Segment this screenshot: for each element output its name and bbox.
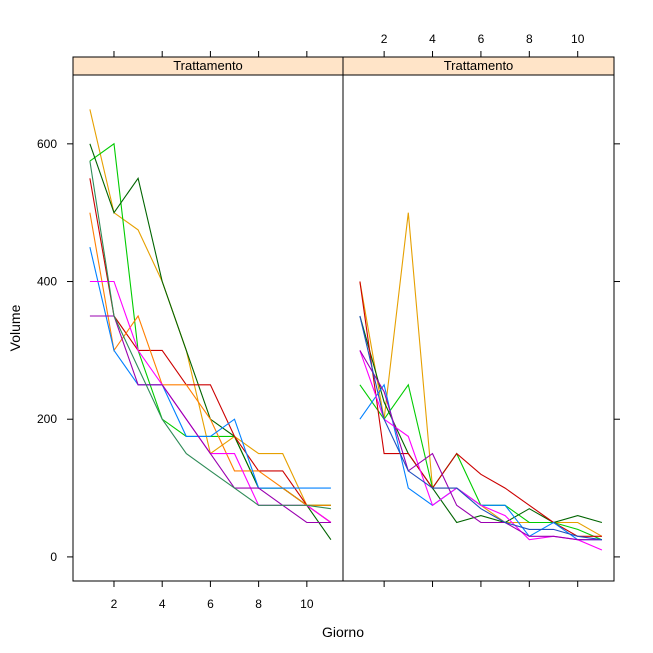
x-tick-label: 8: [255, 597, 262, 611]
series-line-2-7: [359, 350, 602, 541]
y-tick-label: 200: [37, 412, 57, 426]
strip-label-2: Trattamento: [444, 58, 514, 73]
x-tick-label: 2: [111, 597, 118, 611]
x-tick-label: 6: [478, 32, 485, 46]
panel-1: Trattamento 2 4 6 8 10 0 200 400 600: [37, 51, 344, 611]
series-line-1-9: [89, 161, 331, 510]
panel-frame-2: [342, 74, 615, 582]
series-line-1-4: [89, 178, 332, 523]
series-line-2-3: [359, 315, 603, 524]
y-tick-label: 400: [37, 275, 57, 289]
series-line-2-5: [359, 383, 602, 541]
y-tick-label: 0: [50, 550, 57, 564]
x-tick-label: 6: [207, 597, 214, 611]
series-line-2-2: [359, 383, 603, 541]
series-line-1-1: [89, 109, 331, 506]
panels-group: Trattamento 2 4 6 8 10 0 200 400 600 Trattamento 2 4…: [37, 32, 620, 611]
panel-2: Trattamento 2 4 6 8 10: [342, 32, 620, 587]
x-tick-label: 10: [300, 597, 314, 611]
series-line-1-8: [89, 315, 331, 524]
series-line-1-5: [89, 212, 331, 506]
x-tick-label: 4: [159, 597, 166, 611]
series-line-1-2: [89, 142, 331, 506]
series-line-1-7: [89, 280, 332, 523]
x-tick-label: 10: [571, 32, 585, 46]
series-line-1-6: [89, 246, 331, 489]
strip-label-1: Trattamento: [173, 58, 243, 73]
y-axis-title: Volume: [7, 304, 23, 351]
series-line-2-8: [359, 315, 602, 541]
series-line-2-6: [359, 350, 603, 551]
series-line-2-1: [359, 212, 603, 537]
x-tick-label: 2: [381, 32, 388, 46]
x-tick-label: 4: [429, 32, 436, 46]
y-tick-label: 600: [37, 137, 57, 151]
x-tick-label: 8: [526, 32, 533, 46]
x-axis-title: Giorno: [322, 624, 364, 640]
